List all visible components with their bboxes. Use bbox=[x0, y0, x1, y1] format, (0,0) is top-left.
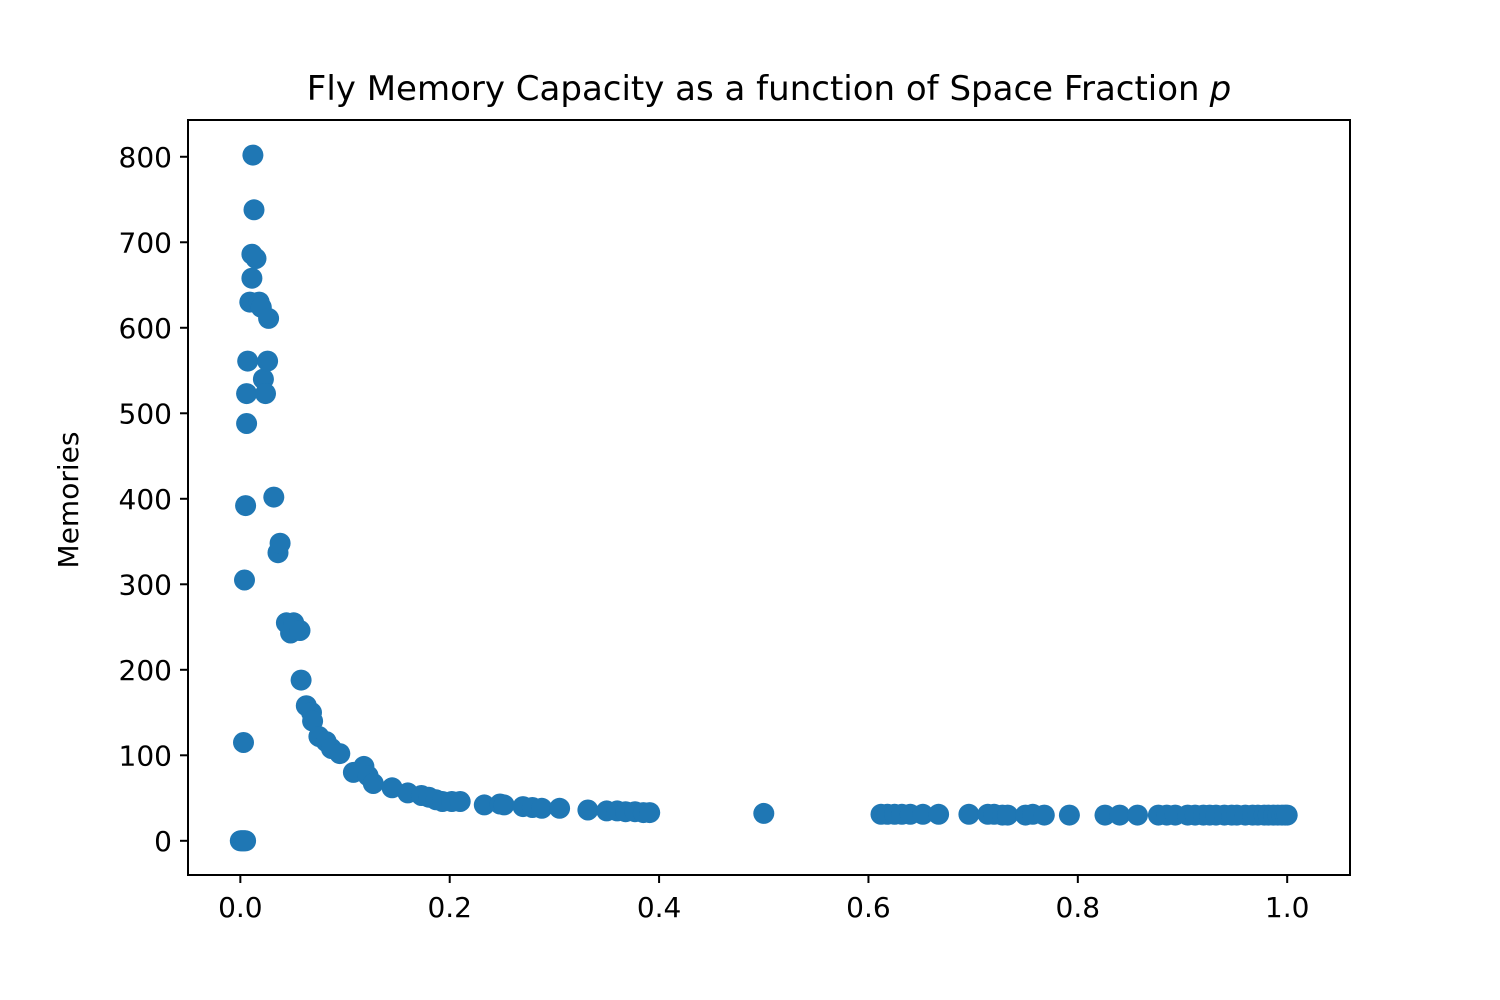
data-point bbox=[928, 803, 950, 825]
data-point bbox=[1094, 804, 1116, 826]
y-tick-label: 0 bbox=[154, 825, 172, 858]
data-point bbox=[237, 350, 259, 372]
y-tick-label: 300 bbox=[119, 568, 172, 601]
data-point bbox=[269, 532, 291, 554]
data-point bbox=[912, 803, 934, 825]
x-tick-label: 0.6 bbox=[846, 891, 891, 924]
data-point bbox=[958, 803, 980, 825]
data-point bbox=[473, 794, 495, 816]
y-tick-label: 600 bbox=[119, 312, 172, 345]
data-point bbox=[549, 797, 571, 819]
y-tick-label: 400 bbox=[119, 483, 172, 516]
data-point bbox=[290, 669, 312, 691]
y-tick-label: 100 bbox=[119, 739, 172, 772]
data-point bbox=[241, 267, 263, 289]
data-point bbox=[235, 495, 257, 517]
data-point bbox=[493, 794, 515, 816]
data-point bbox=[236, 413, 258, 434]
x-tick-label: 0.2 bbox=[427, 891, 472, 924]
data-point bbox=[1033, 804, 1055, 826]
data-point bbox=[1058, 804, 1080, 826]
y-tick-label: 800 bbox=[119, 141, 172, 174]
y-tick-label: 700 bbox=[119, 226, 172, 259]
x-tick-label: 1.0 bbox=[1265, 891, 1310, 924]
data-point bbox=[258, 307, 280, 329]
x-tick-label: 0.8 bbox=[1056, 891, 1101, 924]
data-point bbox=[245, 248, 267, 269]
y-axis-label: Memories bbox=[52, 432, 85, 569]
plot-frame bbox=[187, 119, 1351, 876]
data-point bbox=[263, 486, 285, 508]
data-point bbox=[243, 199, 265, 221]
data-point bbox=[257, 350, 279, 372]
chart-title: Fly Memory Capacity as a function of Spa… bbox=[307, 69, 1231, 109]
data-point bbox=[362, 773, 384, 794]
data-point bbox=[753, 802, 775, 824]
data-point bbox=[235, 830, 257, 852]
x-tick-label: 0.0 bbox=[218, 891, 263, 924]
data-point bbox=[1109, 804, 1131, 826]
data-point bbox=[234, 569, 255, 591]
data-point bbox=[449, 791, 471, 812]
chart-title-italic-variable: p bbox=[1209, 69, 1232, 109]
data-points bbox=[229, 144, 1298, 852]
chart-title-text: Fly Memory Capacity as a function of Spa… bbox=[307, 69, 1200, 109]
data-point bbox=[242, 144, 264, 166]
data-point bbox=[1276, 804, 1298, 826]
data-point bbox=[329, 743, 351, 765]
data-point bbox=[997, 804, 1019, 826]
data-point bbox=[577, 799, 599, 821]
x-tick-label: 0.4 bbox=[637, 891, 682, 924]
x-axis-ticks: 0.0 0.2 0.4 0.6 0.8 1.0 bbox=[218, 875, 1309, 924]
data-point bbox=[233, 732, 254, 753]
data-point bbox=[236, 383, 258, 405]
data-point bbox=[639, 802, 661, 824]
data-point bbox=[1127, 804, 1148, 826]
data-point bbox=[531, 797, 553, 819]
y-tick-label: 200 bbox=[119, 654, 172, 687]
y-tick-label: 500 bbox=[119, 397, 172, 430]
data-point bbox=[255, 383, 276, 405]
data-point bbox=[289, 620, 311, 641]
y-axis-ticks: 0 100 200 300 400 500 600 700 800 bbox=[119, 141, 188, 858]
